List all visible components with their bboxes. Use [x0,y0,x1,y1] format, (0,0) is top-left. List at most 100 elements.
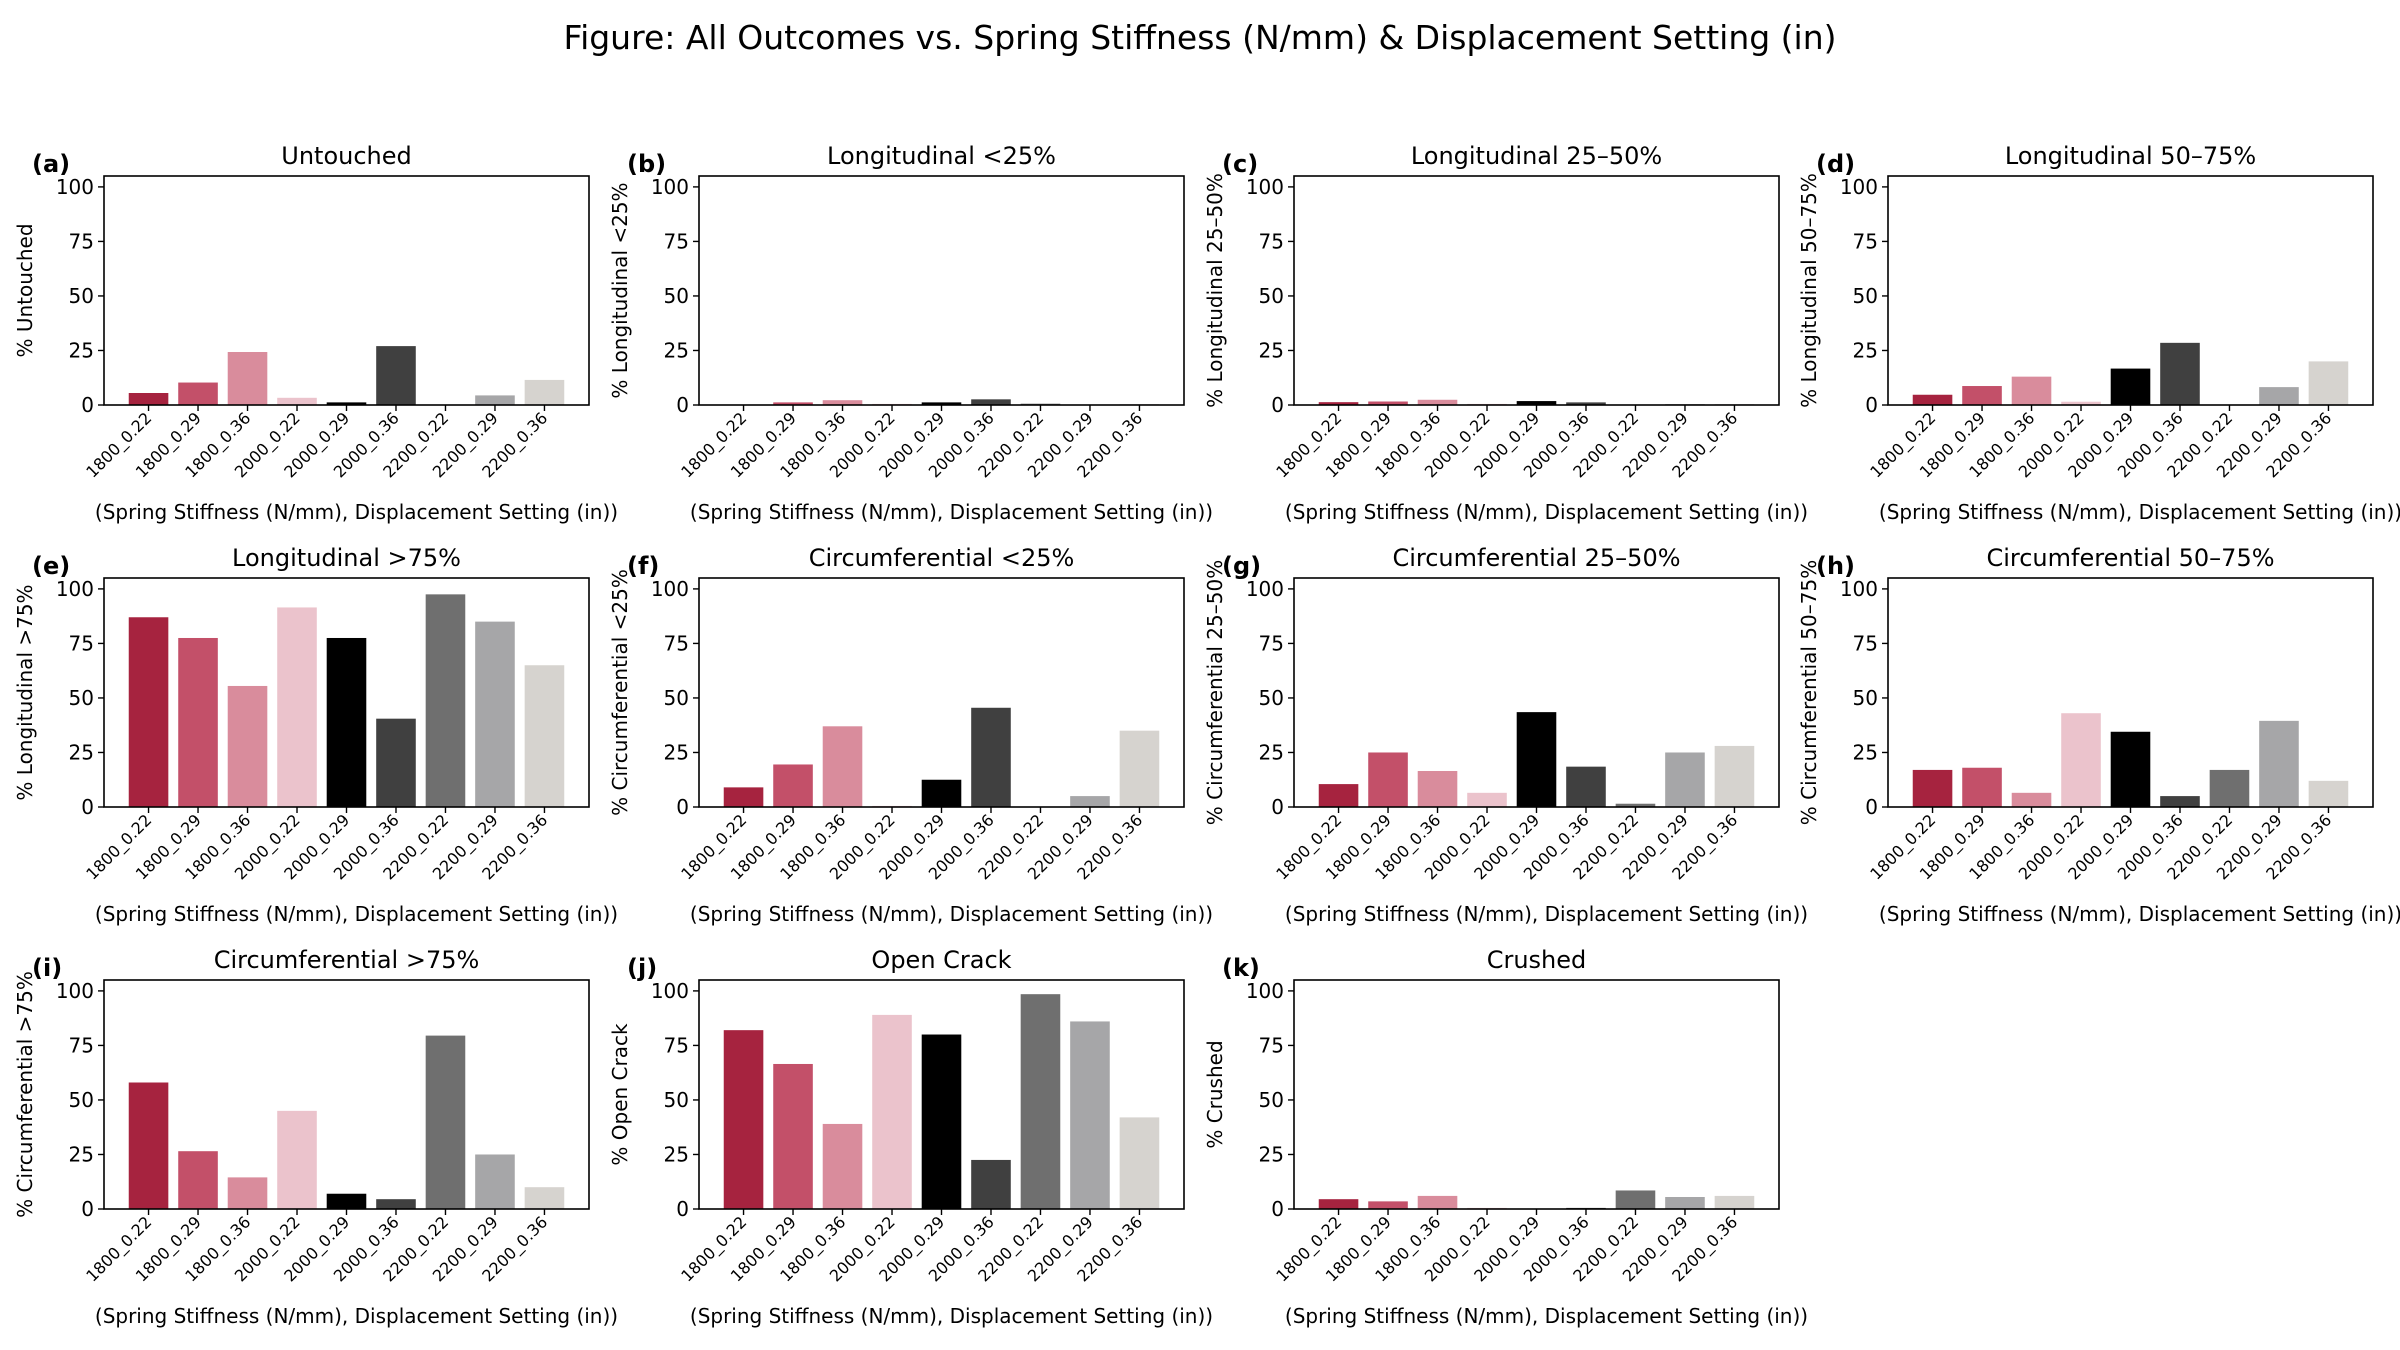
chart-panel-e: 02550751001800_0.221800_0.291800_0.36200… [13,544,618,926]
y-tick-label: 50 [69,1088,94,1112]
plot-frame [698,175,1185,406]
bar-2000_0.36 [971,707,1011,807]
bar-2000_0.29 [1516,712,1557,807]
y-axis-label: % Circumferential 50–75% [1797,560,1821,825]
bar-2200_0.36 [524,665,565,807]
bar-1800_0.22 [128,393,169,405]
bar-1800_0.36 [1417,399,1458,405]
y-tick-label: 25 [664,338,689,362]
y-tick-label: 25 [1259,338,1284,362]
y-tick-label: 0 [1271,393,1284,417]
bar-1800_0.22 [128,617,169,807]
bar-2000_0.36 [2160,796,2200,807]
bar-2200_0.29 [1070,796,1110,807]
bar-1800_0.22 [1318,784,1359,807]
y-tick-label: 0 [1865,393,1878,417]
bar-2000_0.22 [277,397,317,405]
chart-panel-b: 02550751001800_0.221800_0.291800_0.36200… [608,142,1213,524]
bar-2000_0.29 [921,779,962,807]
y-axis-label: % Untouched [13,223,37,357]
bar-2000_0.29 [1516,401,1557,405]
y-tick-label: 0 [81,795,94,819]
bar-2200_0.36 [2308,361,2349,405]
chart-panel-i: 02550751001800_0.221800_0.291800_0.36200… [13,946,618,1328]
x-axis-label: (Spring Stiffness (N/mm), Displacement S… [690,1304,1213,1328]
chart-title: Circumferential 25–50% [1392,544,1680,572]
bar-2000_0.36 [1566,766,1606,807]
bar-2000_0.29 [2110,368,2151,405]
y-tick-label: 75 [1853,631,1878,655]
y-tick-label: 25 [1853,740,1878,764]
bar-2000_0.29 [326,1193,367,1209]
bar-1800_0.36 [2011,792,2052,807]
chart-panel-j: 02550751001800_0.221800_0.291800_0.36200… [608,946,1213,1328]
panel-label: (j) [627,954,657,982]
y-tick-label: 50 [69,284,94,308]
bar-2000_0.36 [376,1199,416,1209]
bar-2200_0.36 [1119,730,1160,807]
y-tick-label: 75 [1259,631,1284,655]
y-tick-label: 100 [56,577,94,601]
y-axis-label: % Longitudinal >75% [13,584,37,800]
bar-1800_0.22 [723,787,764,807]
bar-2200_0.22 [2209,769,2250,807]
y-axis-label: % Open Crack [608,1023,632,1166]
y-tick-label: 75 [69,229,94,253]
y-tick-label: 75 [664,1033,689,1057]
bar-1800_0.29 [1962,767,2002,807]
y-tick-label: 100 [651,577,689,601]
panel-label: (g) [1222,552,1261,580]
bar-1800_0.29 [1368,752,1408,807]
bar-2000_0.36 [376,346,416,405]
bar-2000_0.36 [2160,342,2200,405]
y-tick-label: 100 [1246,175,1284,199]
bar-1800_0.22 [1318,1199,1359,1209]
bar-1800_0.29 [1962,386,2002,405]
chart-title: Open Crack [871,946,1011,974]
y-tick-label: 75 [1259,229,1284,253]
bar-1800_0.29 [773,764,813,807]
y-tick-label: 25 [69,740,94,764]
bar-1800_0.22 [1318,402,1359,405]
bar-1800_0.29 [773,1063,813,1209]
bar-1800_0.29 [1368,401,1408,405]
chart-title: Circumferential <25% [809,544,1075,572]
y-tick-label: 0 [676,393,689,417]
y-tick-label: 25 [1259,1142,1284,1166]
bar-1800_0.29 [1368,1201,1408,1209]
bar-2200_0.22 [1615,803,1656,807]
bar-2200_0.29 [475,395,515,405]
bar-1800_0.36 [227,352,268,405]
bar-2200_0.36 [524,379,565,405]
bar-2200_0.36 [1119,1117,1160,1209]
y-tick-label: 25 [69,338,94,362]
panel-label: (e) [32,552,70,580]
bar-2200_0.22 [425,594,466,807]
bar-2200_0.29 [475,621,515,807]
y-tick-label: 25 [69,1142,94,1166]
y-tick-label: 50 [1259,284,1284,308]
chart-title: Circumferential >75% [214,946,480,974]
chart-panel-f: 02550751001800_0.221800_0.291800_0.36200… [608,544,1213,926]
y-tick-label: 0 [81,393,94,417]
y-tick-label: 75 [664,229,689,253]
bar-2000_0.22 [872,1014,912,1209]
bar-2200_0.29 [475,1154,515,1209]
chart-panel-a: 02550751001800_0.221800_0.291800_0.36200… [13,142,618,524]
bar-1800_0.36 [227,685,268,807]
y-tick-label: 50 [1853,284,1878,308]
x-axis-label: (Spring Stiffness (N/mm), Displacement S… [1285,1304,1808,1328]
bar-1800_0.36 [822,1123,863,1209]
y-tick-label: 100 [1840,175,1878,199]
panel-label: (i) [32,954,62,982]
plot-frame [1293,175,1780,406]
bar-2200_0.36 [524,1187,565,1209]
y-tick-label: 100 [651,979,689,1003]
bar-1800_0.22 [128,1082,169,1209]
bar-1800_0.22 [1912,394,1953,405]
x-axis-label: (Spring Stiffness (N/mm), Displacement S… [690,902,1213,926]
bar-2200_0.29 [2259,720,2299,807]
panel-label: (f) [627,552,659,580]
y-tick-label: 100 [1246,979,1284,1003]
